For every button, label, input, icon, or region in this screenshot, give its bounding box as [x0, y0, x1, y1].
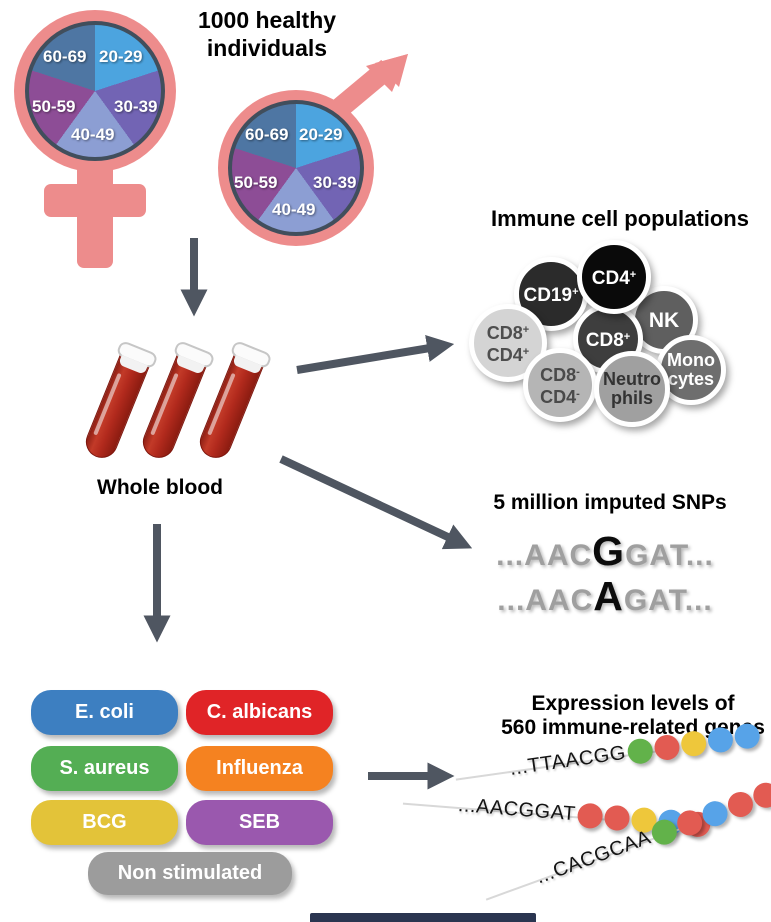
pie-label-60-69: 60-69	[43, 47, 87, 66]
cell-label: CD8-	[540, 365, 580, 385]
stimulus-seb: SEB	[186, 800, 333, 845]
pill-label: BCG	[82, 811, 127, 833]
female-cross-horizontal	[44, 184, 146, 217]
pill-label: Non stimulated	[117, 862, 263, 884]
expression-dot	[603, 804, 631, 832]
stimulus-influenza: Influenza	[186, 746, 333, 791]
expression-dot	[679, 729, 708, 758]
cell-label: CD19+	[523, 285, 579, 306]
stimulus-non-stimulated: Non stimulated	[88, 852, 292, 895]
pie-label-30-39: 30-39	[313, 173, 357, 192]
stimulus-bcg: BCG	[31, 800, 178, 845]
cohort-title-line2: individuals	[206, 35, 328, 61]
pie-label-30-39: 30-39	[114, 97, 158, 116]
cell-label: NK	[648, 308, 680, 332]
expression-dot	[625, 737, 655, 766]
snp-ellipsis: ...	[684, 584, 713, 617]
cell-label: CD4+	[591, 268, 637, 289]
bottom-edge-bar	[310, 913, 536, 922]
pill-label: E. coli	[75, 701, 134, 723]
expression-dot	[576, 802, 604, 830]
expression-dot	[652, 733, 681, 762]
pie-label-50-59: 50-59	[32, 97, 76, 116]
snp-ellipsis: ...	[496, 539, 525, 572]
arrow-blood-to-immune	[296, 335, 455, 374]
cell-label: CD8+	[486, 323, 530, 343]
snp-ellipsis: ...	[685, 539, 714, 572]
male-symbol-arrow	[327, 54, 408, 122]
pill-label: SEB	[238, 811, 281, 833]
pie-label-20-29: 20-29	[99, 47, 143, 66]
cohort-title-line1: 1000 healthy	[197, 7, 337, 33]
pie-label-60-69: 60-69	[245, 125, 289, 144]
male-age-pie: 20-29 30-39 40-49 50-59 60-69	[228, 100, 364, 236]
cell-cd4: CD4+	[577, 240, 651, 314]
snp-pre: AAC	[525, 584, 594, 617]
cell-cd8neg-cd4neg: CD8- CD4-	[523, 348, 597, 422]
snp-variant-allele: A	[593, 573, 624, 619]
pie-label-40-49: 40-49	[71, 125, 115, 144]
cell-label: Neutro	[603, 369, 661, 389]
pie-label-40-49: 40-49	[272, 200, 316, 219]
stimulus-ecoli: E. coli	[31, 690, 178, 735]
stimulus-calbicans: C. albicans	[186, 690, 333, 735]
snp-title: 5 million imputed SNPs	[493, 491, 727, 514]
arrow-blood-to-snp	[279, 455, 473, 550]
snp-sequence-2: ...AACAGAT...	[440, 573, 770, 620]
cell-label: CD4+	[486, 345, 530, 365]
whole-blood-label: Whole blood	[97, 476, 223, 499]
expression-dot	[706, 725, 735, 755]
cell-cd8pos-cd4pos: CD8+ CD4+	[469, 304, 547, 382]
cell-label: CD4-	[540, 387, 580, 407]
cell-label: CD8+	[585, 330, 631, 351]
cohort-title: 1000 healthy individuals	[177, 6, 357, 62]
snp-pre: AAC	[524, 539, 593, 572]
snp-sequence-1: ...AACGGAT...	[440, 528, 770, 575]
expression-title-line1: Expression levels of	[531, 692, 735, 715]
pie-label-20-29: 20-29	[299, 125, 343, 144]
snp-variant-allele: G	[592, 528, 626, 574]
expression-dot	[732, 722, 762, 751]
cell-label: Mono	[667, 350, 715, 370]
pill-label: Influenza	[216, 757, 303, 779]
cell-label: cytes	[667, 369, 715, 389]
snp-ellipsis: ...	[497, 584, 526, 617]
female-age-pie: 20-29 30-39 40-49 50-59 60-69	[25, 21, 165, 161]
stimulus-saureus: S. aureus	[31, 746, 178, 791]
snp-post: GAT	[623, 584, 685, 617]
snp-post: GAT	[625, 539, 686, 572]
immune-title: Immune cell populations	[491, 206, 749, 231]
pill-label: C. albicans	[206, 701, 313, 723]
pill-label: S. aureus	[59, 757, 150, 779]
pie-label-50-59: 50-59	[234, 173, 278, 192]
cell-neutrophils: Neutro phils	[594, 351, 670, 427]
cell-label: phils	[610, 388, 653, 408]
